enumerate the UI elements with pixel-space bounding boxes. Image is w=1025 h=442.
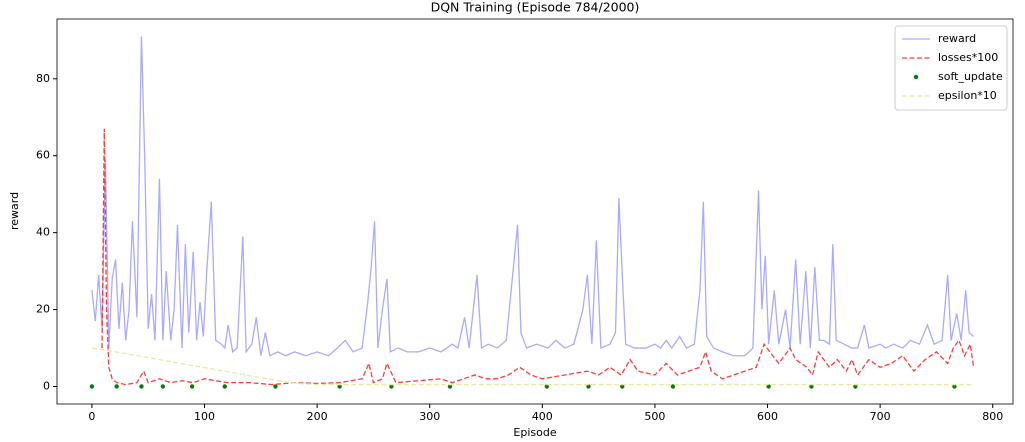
plot-frame bbox=[56, 18, 1014, 405]
y-tick-label: 40 bbox=[36, 226, 50, 239]
data-point bbox=[952, 384, 957, 389]
series-line bbox=[101, 128, 975, 386]
legend-label: losses*100 bbox=[938, 51, 998, 64]
data-point bbox=[389, 384, 394, 389]
x-tick-label: 0 bbox=[88, 410, 95, 423]
plot-area bbox=[89, 36, 975, 389]
legend-swatch bbox=[913, 74, 919, 80]
data-point bbox=[853, 384, 858, 389]
data-point bbox=[189, 384, 195, 389]
x-tick-label: 800 bbox=[982, 410, 1003, 423]
y-tick-label: 60 bbox=[36, 149, 50, 162]
data-point bbox=[139, 384, 144, 389]
y-tick-label: 80 bbox=[36, 72, 50, 85]
data-point bbox=[160, 384, 166, 389]
y-axis-label: reward bbox=[8, 192, 21, 230]
data-point bbox=[273, 384, 278, 389]
series-line bbox=[91, 347, 974, 386]
legend: reward losses*100 soft_update epsilon*10 bbox=[894, 25, 1008, 111]
x-axis-label: Episode bbox=[513, 426, 556, 439]
chart-title: DQN Training (Episode 784/2000) bbox=[431, 0, 640, 15]
data-point bbox=[809, 384, 814, 389]
data-point bbox=[544, 384, 550, 389]
legend-label: reward bbox=[938, 32, 976, 45]
x-tick-label: 200 bbox=[307, 410, 328, 423]
legend-box bbox=[894, 25, 1008, 111]
data-point bbox=[447, 384, 453, 389]
data-point bbox=[89, 384, 95, 389]
x-tick-label: 400 bbox=[532, 410, 553, 423]
x-tick-label: 100 bbox=[194, 410, 215, 423]
legend-label: soft_update bbox=[938, 70, 1003, 83]
data-point bbox=[114, 384, 119, 389]
legend-label: epsilon*10 bbox=[938, 89, 997, 102]
x-tick-label: 300 bbox=[419, 410, 440, 423]
y-tick-label: 20 bbox=[36, 303, 50, 316]
x-tick-label: 500 bbox=[644, 410, 665, 423]
data-point bbox=[586, 384, 591, 389]
data-point bbox=[222, 384, 227, 389]
data-point bbox=[620, 384, 625, 389]
data-point bbox=[766, 384, 771, 389]
data-point bbox=[670, 384, 676, 389]
x-tick-label: 600 bbox=[757, 410, 778, 423]
series-line bbox=[91, 36, 975, 357]
y-tick-label: 0 bbox=[43, 380, 50, 393]
data-point bbox=[337, 384, 342, 389]
x-tick-label: 700 bbox=[870, 410, 891, 423]
